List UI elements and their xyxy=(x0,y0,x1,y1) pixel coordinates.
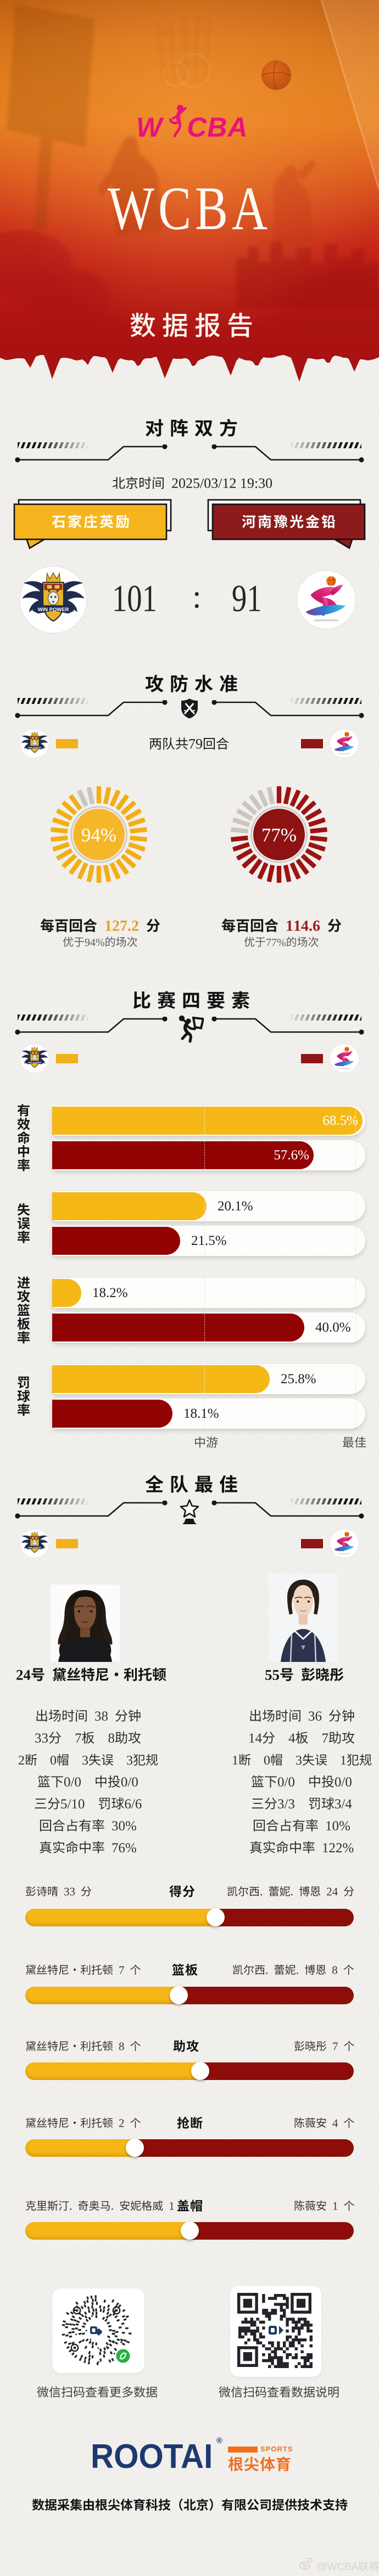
svg-text:WIN POWER: WIN POWER xyxy=(28,1061,41,1064)
svg-text:77%: 77% xyxy=(261,825,297,846)
svg-text:WIN POWER: WIN POWER xyxy=(38,607,69,613)
svg-text:94%: 94% xyxy=(81,825,116,846)
svg-text:WIN POWER: WIN POWER xyxy=(28,1546,41,1549)
svg-text:WIN POWER: WIN POWER xyxy=(28,746,41,749)
